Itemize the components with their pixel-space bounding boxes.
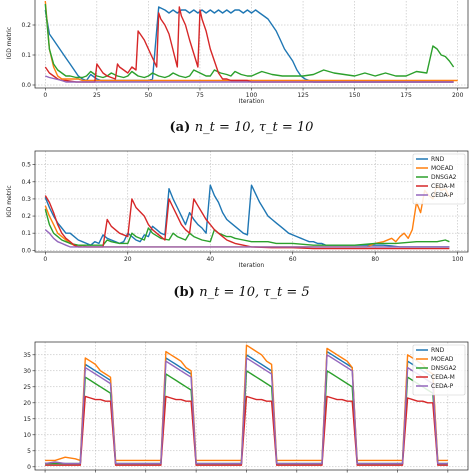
legend-box [412,153,466,205]
legend-entry-ceda-p: CEDA-P [431,383,454,390]
axes-frame [34,150,469,253]
series-line-dnsga2 [44,3,455,79]
y-tick-label: 0 [27,464,31,471]
x-tick-label: 150 [349,92,361,99]
x-tick-label: 0 [43,256,47,263]
y-tick-label: 20 [23,400,31,407]
panel-caption: (a) n_t = 10, τ_t = 10 [170,120,314,135]
series-group [44,0,458,83]
legend-entry-moead: MOEAD [431,165,454,172]
legend-entry-ceda-p: CEDA-P [431,192,454,199]
legend-entry-dnsga2: DNSGA2 [431,174,457,181]
y-tick-label: 0.4 [21,179,31,186]
x-tick-label: 75 [196,92,204,99]
legend-entry-dnsga2: DNSGA2 [431,365,457,372]
x-axis-label: Iteration [239,98,265,105]
series-line-moead [44,0,458,82]
x-tick-label: 175 [400,92,412,99]
series-line-ceda-p [45,75,454,83]
y-tick-label: 0.0 [21,247,31,254]
y-tick-label: 0.1 [21,230,31,237]
x-tick-label: 50 [145,92,153,99]
legend-entry-ceda-m: CEDA-M [431,374,455,381]
legend-box [412,344,466,396]
series-line-dnsga2 [44,209,450,246]
x-tick-label: 0 [43,92,47,99]
y-axis-label: IGD metric [6,27,13,59]
series-line-ceda-p [44,229,450,248]
chart-panel-2: 0 5 10 15 20 25 30 35 RND MOEAD DNSGA2 CEDA-M CEDA-P [23,341,469,473]
series-line-rnd [44,6,454,83]
y-tick-label: 0.0 [21,82,31,89]
panel-caption: (b) n_t = 10, τ_t = 5 [173,285,309,300]
y-tick-label: 0.3 [21,196,31,203]
y-axis-label: IGD metric [6,185,13,217]
x-tick-label: 200 [452,92,464,99]
legend-entry-moead: MOEAD [431,356,454,363]
legend-entry-ceda-m: CEDA-M [431,183,455,190]
legend-entry-rnd: RND [431,347,445,354]
x-axis-label: Iteration [239,262,265,269]
y-tick-label: 0.1 [21,52,31,59]
y-tick-label: 10 [23,432,31,439]
x-tick-label: 80 [371,256,379,263]
series-group [44,344,448,466]
y-tick-label: 0.5 [21,162,31,169]
x-tick-label: 100 [452,256,464,263]
series-group [44,184,451,250]
y-tick-label: 0.2 [21,213,31,220]
y-tick-label: 25 [23,384,31,391]
legend-entry-rnd: RND [431,156,445,163]
x-tick-label: 25 [93,92,101,99]
chart-panel-0: 0 25 50 75 100 125 150 175 200 0.0 0.1 0.2 Iteration… [6,0,469,135]
x-tick-label: 20 [124,256,132,263]
y-tick-label: 35 [23,352,31,359]
series-line-ceda-m [44,6,454,83]
series-line-ceda-p [44,354,448,465]
y-tick-label: 15 [23,416,31,423]
x-tick-label: 125 [297,92,309,99]
axes-frame [34,341,469,471]
series-line-rnd [44,184,450,248]
chart-panel-1: 0 20 40 60 80 100 0.0 0.1 0.2 0.3 0.4 0.5 Iteration I… [6,150,469,300]
series-line-ceda-m [45,395,448,466]
x-tick-label: 60 [289,256,297,263]
x-tick-label: 100 [246,92,258,99]
y-tick-label: 30 [23,368,31,375]
y-tick-label: 0.2 [21,22,31,29]
x-tick-label: 40 [206,256,214,263]
y-tick-label: 5 [27,448,31,455]
